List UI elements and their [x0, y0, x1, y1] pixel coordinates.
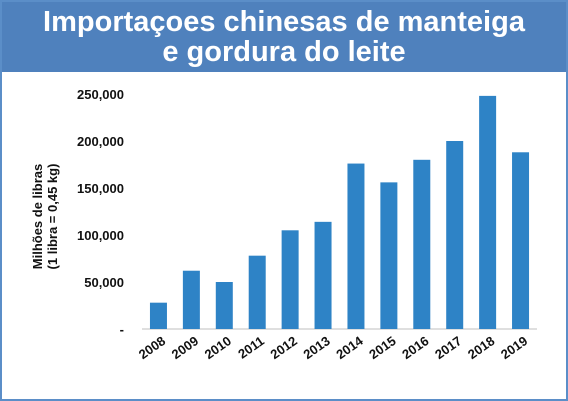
bar-2014 [347, 163, 365, 329]
x-tick-label: 2013 [300, 333, 332, 362]
x-tick-label: 2014 [333, 333, 366, 362]
bar-2015 [380, 182, 398, 329]
bar-2008 [149, 302, 167, 329]
x-tick-label: 2019 [498, 333, 530, 362]
x-tick-label: 2016 [399, 333, 431, 362]
bar-2010 [215, 282, 233, 329]
x-axis-ticks: 2008 2009 2010 2011 2012 2013 2014 2015 2016 2017… [136, 333, 530, 362]
x-tick-label: 2017 [432, 333, 464, 362]
y-tick-label: 150,000 [77, 181, 124, 196]
x-tick-label: 2015 [366, 333, 398, 362]
y-axis-label-line: Milhões de libras [30, 164, 45, 269]
x-tick-label: 2018 [465, 333, 497, 362]
y-tick-label: 50,000 [84, 275, 124, 290]
y-tick-label: 250,000 [77, 87, 124, 102]
bars [149, 95, 530, 329]
x-tick-label: 2009 [169, 333, 201, 362]
bar-2018 [479, 95, 497, 329]
bar-2019 [512, 152, 530, 329]
bar-2009 [182, 270, 200, 329]
bar-chart: Milhões de libras (1 libra = 0,45 kg) - 50… [30, 87, 537, 362]
y-axis-label: Milhões de libras (1 libra = 0,45 kg) [30, 164, 60, 270]
chart-title-line-1: Importaçoes chinesas de manteiga [43, 6, 525, 38]
bar-2017 [446, 141, 464, 329]
bar-2011 [248, 255, 266, 329]
y-axis-label-line: (1 libra = 0,45 kg) [45, 164, 60, 270]
y-tick-label: 100,000 [77, 228, 124, 243]
y-tick-label: 200,000 [77, 134, 124, 149]
y-tick-label: - [120, 322, 124, 337]
x-tick-label: 2012 [268, 333, 300, 362]
x-tick-label: 2010 [202, 333, 234, 362]
x-tick-label: 2008 [136, 333, 168, 362]
chart-title-line-2: e gordura do leite [162, 36, 406, 68]
y-axis-ticks: - 50,000 100,000 150,000 200,000 250,000 [77, 87, 124, 337]
bar-2013 [314, 221, 332, 329]
bar-2016 [413, 159, 431, 329]
chart-title-bar: Importaçoes chinesas de manteiga e gordu… [2, 2, 566, 72]
bar-2012 [281, 230, 299, 329]
x-tick-label: 2011 [235, 333, 267, 361]
